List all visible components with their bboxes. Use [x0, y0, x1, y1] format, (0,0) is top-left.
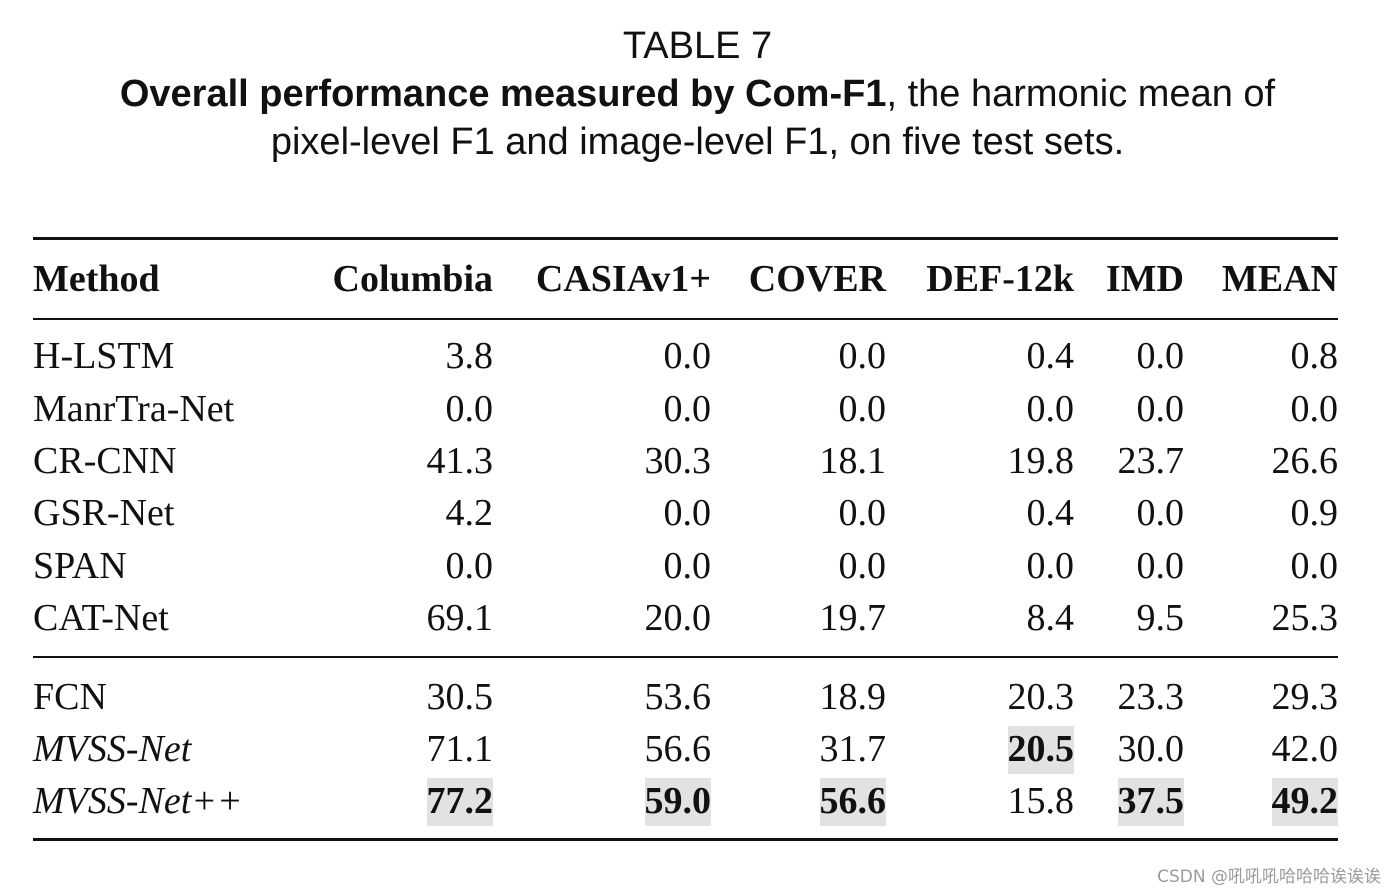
- best-value-highlight: 56.6: [819, 778, 886, 827]
- caption-line-2: pixel-level F1 and image-level F1, on fi…: [270, 121, 1125, 163]
- results-table-container: Method Columbia CASIAv1+ COVER DEF-12k I…: [33, 237, 1338, 841]
- cell-def12k: 0.0: [1026, 387, 1075, 430]
- cell-mean: 0.9: [1290, 492, 1339, 535]
- table-row: MVSS-Net 71.1 56.6 31.7 20.5 30.0 42.0: [33, 723, 1338, 775]
- cell-casiav1: 20.0: [644, 597, 712, 640]
- cell-cover: 31.7: [819, 727, 887, 770]
- cell-imd: 9.5: [1136, 597, 1185, 640]
- table-row: MVSS-Net++ 77.2 59.0 56.6 15.8 37.5 49.2: [33, 775, 1338, 839]
- header-def12k: DEF-12k: [926, 258, 1074, 300]
- cell-casiav1: 30.3: [644, 439, 712, 482]
- table-row: FCN 30.5 53.6 18.9 20.3 23.3 29.3: [33, 657, 1338, 722]
- cell-mean: 26.6: [1271, 439, 1339, 482]
- cell-columbia: 0.0: [445, 544, 494, 587]
- cell-cover: 18.1: [819, 439, 887, 482]
- cell-imd: 0.0: [1136, 335, 1185, 378]
- cell-imd: 0.0: [1136, 492, 1185, 535]
- cell-mean: 0.0: [1290, 387, 1339, 430]
- cell-columbia: 30.5: [426, 675, 494, 718]
- cell-cover-best: 56.6: [711, 775, 886, 839]
- method-name: CR-CNN: [33, 439, 177, 482]
- cell-def12k: 8.4: [1026, 597, 1075, 640]
- cell-imd: 30.0: [1117, 727, 1185, 770]
- cell-mean: 25.3: [1271, 597, 1339, 640]
- cell-casiav1: 0.0: [663, 335, 712, 378]
- cell-columbia: 69.1: [426, 597, 494, 640]
- table-caption: TABLE 7 Overall performance measured by …: [0, 22, 1395, 166]
- cell-columbia: 0.0: [445, 387, 494, 430]
- header-cover: COVER: [748, 258, 886, 300]
- cell-imd: 23.7: [1117, 439, 1185, 482]
- cell-def12k: 19.8: [1007, 439, 1075, 482]
- cell-cover: 19.7: [819, 597, 887, 640]
- best-value-highlight: 37.5: [1117, 778, 1184, 827]
- cell-def12k: 20.3: [1007, 675, 1075, 718]
- cell-mean: 29.3: [1271, 675, 1339, 718]
- cell-def12k: 0.0: [1026, 544, 1075, 587]
- header-imd: IMD: [1105, 258, 1184, 300]
- method-name: MVSS-Net++: [33, 780, 243, 823]
- csdn-watermark: CSDN @吼吼吼哈哈哈诶诶诶: [1157, 867, 1381, 887]
- method-name: SPAN: [33, 544, 127, 587]
- cell-imd: 0.0: [1136, 544, 1185, 587]
- cell-columbia: 71.1: [426, 727, 494, 770]
- table-row: GSR-Net 4.2 0.0 0.0 0.4 0.0 0.9: [33, 487, 1338, 539]
- cell-mean: 0.8: [1290, 335, 1339, 378]
- best-value-highlight: 49.2: [1271, 778, 1338, 827]
- cell-casiav1-best: 59.0: [493, 775, 711, 839]
- method-name: CAT-Net: [33, 597, 169, 640]
- best-value-highlight: 20.5: [1007, 725, 1074, 774]
- best-value-highlight: 59.0: [644, 778, 711, 827]
- cell-cover: 18.9: [819, 675, 887, 718]
- proposed-methods-group: FCN 30.5 53.6 18.9 20.3 23.3 29.3 MVSS-N…: [33, 657, 1338, 839]
- header-method: Method: [33, 258, 160, 300]
- cell-def12k-best: 20.5: [886, 723, 1074, 775]
- cell-casiav1: 0.0: [663, 387, 712, 430]
- cell-def12k: 15.8: [1007, 780, 1075, 823]
- table-row: CR-CNN 41.3 30.3 18.1 19.8 23.7 26.6: [33, 435, 1338, 487]
- cell-columbia: 4.2: [445, 492, 494, 535]
- method-name: ManrTra-Net: [33, 387, 235, 430]
- method-name: MVSS-Net: [33, 727, 192, 770]
- cell-mean: 0.0: [1290, 544, 1339, 587]
- cell-columbia: 3.8: [445, 335, 494, 378]
- best-value-highlight: 77.2: [426, 778, 493, 827]
- table-row: H-LSTM 3.8 0.0 0.0 0.4 0.0 0.8: [33, 319, 1338, 382]
- cell-columbia: 41.3: [426, 439, 494, 482]
- cell-columbia-best: 77.2: [278, 775, 493, 839]
- cell-cover: 0.0: [838, 544, 887, 587]
- cell-cover: 0.0: [838, 492, 887, 535]
- cell-mean: 42.0: [1271, 727, 1339, 770]
- table-row: SPAN 0.0 0.0 0.0 0.0 0.0 0.0: [33, 540, 1338, 592]
- cell-cover: 0.0: [838, 387, 887, 430]
- cell-imd: 23.3: [1117, 675, 1185, 718]
- baseline-methods-group: H-LSTM 3.8 0.0 0.0 0.4 0.0 0.8 ManrTra-N…: [33, 319, 1338, 657]
- method-name: GSR-Net: [33, 492, 175, 535]
- cell-casiav1: 56.6: [644, 727, 712, 770]
- caption-rest-text: , the harmonic mean of: [886, 73, 1276, 115]
- cell-mean-best: 49.2: [1184, 775, 1338, 839]
- header-casiav1: CASIAv1+: [535, 258, 711, 300]
- table-row: CAT-Net 69.1 20.0 19.7 8.4 9.5 25.3: [33, 592, 1338, 657]
- header-mean: MEAN: [1221, 258, 1338, 300]
- method-name: FCN: [33, 675, 107, 718]
- table-label: TABLE 7: [622, 25, 773, 67]
- cell-cover: 0.0: [838, 335, 887, 378]
- results-table: Method Columbia CASIAv1+ COVER DEF-12k I…: [33, 237, 1338, 841]
- method-name: H-LSTM: [33, 335, 175, 378]
- table-header-row: Method Columbia CASIAv1+ COVER DEF-12k I…: [33, 238, 1338, 319]
- cell-casiav1: 53.6: [644, 675, 712, 718]
- cell-imd-best: 37.5: [1074, 775, 1184, 839]
- caption-bold-text: Overall performance measured by Com-F1: [119, 73, 887, 115]
- cell-casiav1: 0.0: [663, 544, 712, 587]
- cell-casiav1: 0.0: [663, 492, 712, 535]
- table-row: ManrTra-Net 0.0 0.0 0.0 0.0 0.0 0.0: [33, 382, 1338, 434]
- cell-def12k: 0.4: [1026, 492, 1075, 535]
- header-columbia: Columbia: [332, 258, 493, 300]
- cell-imd: 0.0: [1136, 387, 1185, 430]
- cell-def12k: 0.4: [1026, 335, 1075, 378]
